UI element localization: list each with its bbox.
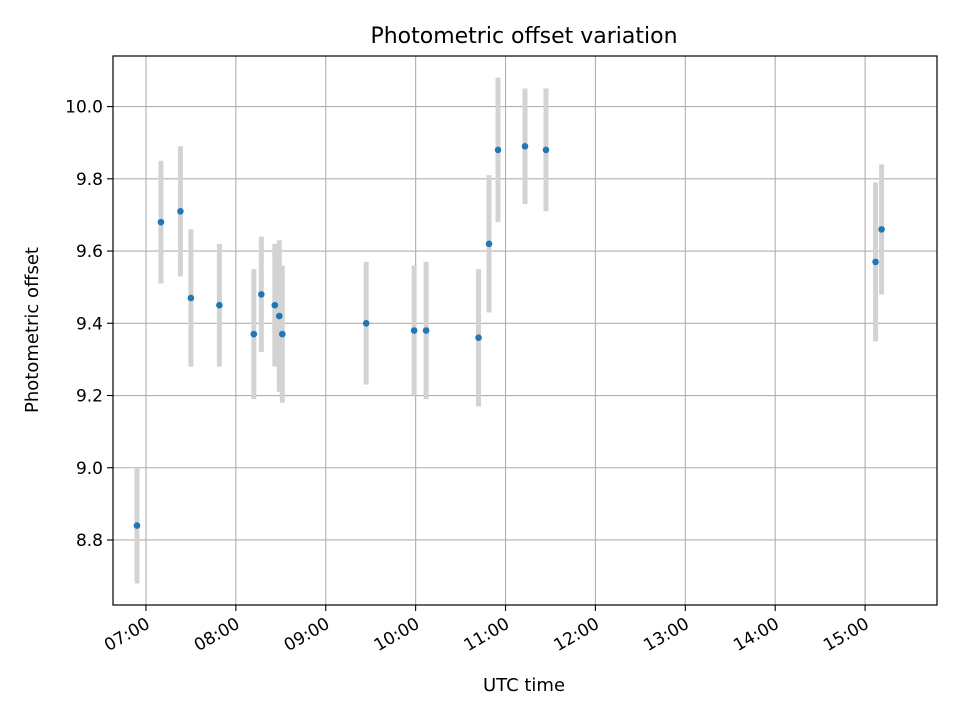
data-point (475, 334, 482, 342)
y-tick-label: 9.6 (76, 242, 103, 262)
y-tick-label: 9.2 (76, 387, 103, 407)
data-point (410, 327, 418, 334)
x-tick-label: 13:00 (640, 614, 692, 656)
y-axis-label: Photometric offset (22, 247, 43, 413)
x-tick-label: 11:00 (461, 614, 513, 656)
y-tick-label: 9.8 (76, 170, 103, 190)
x-tick-label: 08:00 (191, 614, 243, 656)
data-point (278, 330, 286, 338)
data-point (485, 240, 493, 248)
data-point (275, 312, 283, 320)
data-point (187, 294, 195, 302)
data-point (216, 301, 223, 309)
x-tick-label: 09:00 (281, 614, 333, 656)
chart-title: Photometric offset variation (370, 24, 677, 49)
grid-lines (113, 56, 937, 605)
x-tick-label: 10:00 (371, 614, 423, 656)
x-axis-ticks: 07:00 08:00 09:00 10:00 11:00 12:00 13:00 14:00… (101, 605, 873, 656)
data-point (494, 146, 502, 154)
error-bars (134, 77, 885, 584)
data-point (177, 208, 184, 215)
x-tick-label: 14:00 (730, 614, 782, 656)
y-axis-ticks: 8.8 9.0 9.2 9.4 9.6 9.8 10.0 (65, 98, 113, 551)
x-tick-label: 07:00 (101, 614, 153, 656)
x-tick-label: 12:00 (550, 614, 602, 656)
x-tick-label: 15:00 (820, 614, 872, 656)
data-point (878, 226, 885, 233)
data-point (521, 142, 529, 150)
x-axis-label: UTC time (483, 675, 565, 696)
plot-area-frame (112, 55, 938, 606)
data-point (542, 146, 550, 154)
data-point (157, 218, 165, 226)
data-point (133, 522, 141, 529)
data-point (422, 327, 430, 334)
data-points (133, 142, 885, 529)
data-point (271, 301, 279, 309)
data-point (258, 291, 265, 298)
data-point (250, 330, 258, 338)
y-tick-label: 9.4 (76, 314, 103, 334)
data-point (872, 258, 879, 266)
y-tick-label: 9.0 (76, 459, 103, 479)
y-tick-label: 10.0 (65, 98, 103, 118)
y-tick-label: 8.8 (76, 531, 103, 551)
data-point (362, 319, 370, 327)
